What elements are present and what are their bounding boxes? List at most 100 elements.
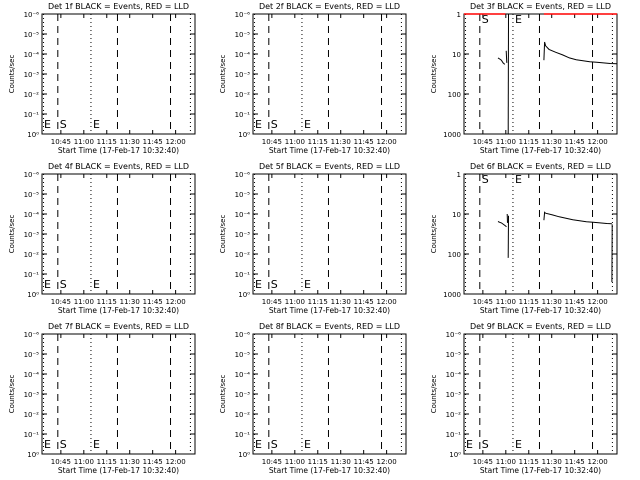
end-marker: E (515, 438, 522, 451)
x-tick-label: 11:45 (565, 298, 585, 306)
end-marker: E (44, 278, 51, 291)
plot-frame (463, 13, 618, 135)
y-tick-label: 10⁻⁶ (235, 171, 251, 179)
y-tick-label: 10⁻⁶ (235, 11, 251, 19)
series-line (497, 57, 506, 65)
y-axis-label: Counts/sec (430, 215, 438, 254)
end-marker: E (93, 438, 100, 451)
y-tick-label: 10⁻³ (235, 391, 251, 399)
y-tick-label: 10⁻⁵ (235, 191, 251, 199)
x-tick-label: 11:00 (285, 138, 305, 146)
y-tick-label: 10⁻³ (24, 391, 40, 399)
x-tick-label: 11:30 (542, 298, 562, 306)
chart-title: Det 9f BLACK = Events, RED = LLD (470, 322, 611, 331)
y-tick-label: 10⁻¹ (446, 431, 462, 439)
plot-frame (252, 333, 407, 455)
x-axis-label: Start Time (17-Feb-17 10:32:40) (58, 146, 179, 155)
end-marker: E (44, 438, 51, 451)
y-tick-label: 10⁻⁵ (446, 351, 462, 359)
x-tick-label: 10:45 (262, 138, 282, 146)
y-tick-label: 10 (452, 51, 461, 59)
x-tick-label: 12:00 (377, 298, 397, 306)
y-tick-label: 10⁻¹ (24, 111, 40, 119)
plot-frame (252, 13, 407, 135)
x-tick-label: 11:30 (542, 458, 562, 466)
y-tick-label: 10⁻¹ (235, 431, 251, 439)
x-tick-label: 11:30 (120, 138, 140, 146)
x-tick-label: 12:00 (166, 458, 186, 466)
end-marker: E (255, 278, 262, 291)
start-marker: S (60, 118, 67, 131)
end-marker: E (304, 278, 311, 291)
x-tick-label: 11:30 (120, 458, 140, 466)
y-tick-label: 10⁰ (238, 291, 250, 299)
x-tick-label: 11:45 (143, 298, 163, 306)
x-tick-label: 11:00 (74, 298, 94, 306)
y-tick-label: 1 (457, 11, 461, 19)
y-tick-label: 10⁻⁵ (24, 191, 40, 199)
y-tick-label: 10⁻⁵ (24, 351, 40, 359)
y-tick-label: 10⁻⁶ (446, 331, 462, 339)
y-tick-label: 10⁻⁵ (235, 31, 251, 39)
y-tick-label: 10⁻⁴ (24, 51, 40, 59)
x-tick-label: 10:45 (473, 298, 493, 306)
start-marker: S (271, 118, 278, 131)
chart-title: Det 6f BLACK = Events, RED = LLD (470, 162, 611, 171)
y-tick-label: 10⁻² (235, 91, 251, 99)
x-tick-label: 10:45 (262, 458, 282, 466)
plot-frame (463, 173, 618, 295)
x-tick-label: 11:00 (496, 298, 516, 306)
x-axis-label: Start Time (17-Feb-17 10:32:40) (58, 306, 179, 315)
x-axis-label: Start Time (17-Feb-17 10:32:40) (269, 306, 390, 315)
plot-frame (252, 173, 407, 295)
y-tick-label: 1000 (443, 291, 461, 299)
x-tick-label: 11:30 (542, 138, 562, 146)
y-tick-label: 10⁻² (235, 411, 251, 419)
y-tick-label: 1000 (443, 131, 461, 139)
y-tick-label: 10⁻⁴ (24, 371, 40, 379)
chart-title: Det 4f BLACK = Events, RED = LLD (48, 162, 189, 171)
x-axis-label: Start Time (17-Feb-17 10:32:40) (480, 306, 601, 315)
y-tick-label: 10⁻³ (235, 71, 251, 79)
x-tick-label: 10:45 (473, 458, 493, 466)
y-tick-label: 10⁻³ (24, 231, 40, 239)
y-tick-label: 10⁻⁴ (235, 371, 251, 379)
x-tick-label: 11:30 (331, 298, 351, 306)
start-marker: S (60, 438, 67, 451)
x-axis-label: Start Time (17-Feb-17 10:32:40) (480, 146, 601, 155)
y-tick-label: 10⁻⁴ (235, 211, 251, 219)
y-tick-label: 10⁻⁶ (24, 171, 40, 179)
end-marker: E (93, 118, 100, 131)
y-tick-label: 10⁻² (446, 411, 462, 419)
y-tick-label: 10⁻⁶ (235, 331, 251, 339)
x-tick-label: 10:45 (262, 298, 282, 306)
y-tick-label: 10⁻⁴ (446, 371, 462, 379)
x-tick-label: 12:00 (166, 298, 186, 306)
end-marker: E (44, 118, 51, 131)
x-tick-label: 12:00 (166, 138, 186, 146)
end-marker: E (304, 438, 311, 451)
chart-title: Det 8f BLACK = Events, RED = LLD (259, 322, 400, 331)
y-tick-label: 10⁻⁶ (24, 331, 40, 339)
series-line (497, 221, 507, 228)
y-tick-label: 10⁻³ (446, 391, 462, 399)
x-tick-label: 12:00 (377, 138, 397, 146)
start-marker: S (482, 438, 489, 451)
y-tick-label: 10⁻³ (235, 231, 251, 239)
y-axis-label: Counts/sec (8, 55, 16, 94)
y-tick-label: 1 (457, 171, 461, 179)
y-tick-label: 10⁰ (238, 451, 250, 459)
x-tick-label: 12:00 (588, 138, 608, 146)
x-tick-label: 12:00 (588, 458, 608, 466)
y-tick-label: 10⁰ (27, 131, 39, 139)
y-axis-label: Counts/sec (219, 375, 227, 414)
y-tick-label: 10⁰ (449, 451, 461, 459)
start-marker: S (271, 278, 278, 291)
y-axis-label: Counts/sec (430, 55, 438, 94)
x-tick-label: 10:45 (473, 138, 493, 146)
